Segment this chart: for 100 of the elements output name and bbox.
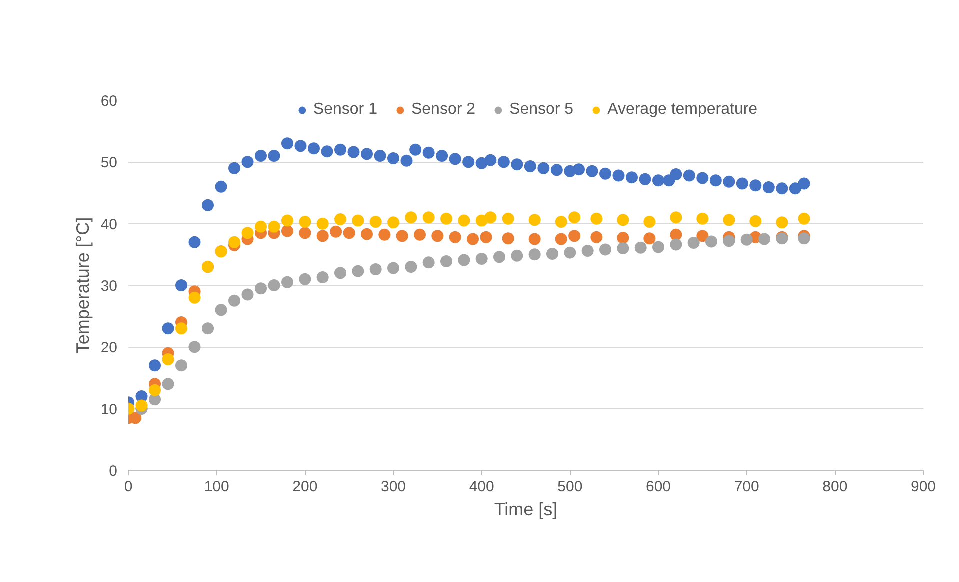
point bbox=[228, 162, 240, 174]
point bbox=[268, 220, 280, 233]
point bbox=[573, 164, 585, 176]
point bbox=[202, 199, 214, 212]
point bbox=[202, 322, 214, 335]
point bbox=[370, 263, 382, 276]
point bbox=[550, 164, 563, 176]
point bbox=[617, 214, 630, 226]
point bbox=[255, 282, 267, 295]
point bbox=[370, 216, 382, 228]
point bbox=[348, 146, 360, 158]
point bbox=[626, 172, 638, 184]
point bbox=[511, 158, 524, 171]
x-tick-label: 500 bbox=[558, 478, 583, 496]
point bbox=[316, 271, 329, 284]
point bbox=[458, 254, 470, 266]
x-tick-label: 800 bbox=[822, 478, 848, 496]
point bbox=[282, 225, 294, 238]
point bbox=[422, 256, 435, 269]
point bbox=[422, 146, 435, 159]
point bbox=[670, 238, 682, 251]
point bbox=[652, 241, 664, 254]
point bbox=[188, 236, 201, 248]
point bbox=[352, 265, 364, 278]
point bbox=[255, 220, 267, 233]
point bbox=[776, 216, 788, 229]
point bbox=[736, 178, 748, 190]
point bbox=[798, 212, 810, 225]
x-tick-label: 400 bbox=[469, 478, 494, 496]
point bbox=[696, 230, 709, 242]
point bbox=[396, 230, 408, 242]
point bbox=[494, 251, 506, 264]
point bbox=[449, 153, 462, 166]
point bbox=[484, 154, 497, 166]
point bbox=[188, 292, 201, 304]
point bbox=[388, 216, 400, 229]
point bbox=[617, 242, 630, 254]
point bbox=[414, 228, 426, 241]
point bbox=[502, 232, 514, 245]
point bbox=[750, 215, 762, 228]
point bbox=[670, 168, 682, 180]
point bbox=[242, 288, 254, 301]
point bbox=[405, 212, 418, 224]
point bbox=[268, 150, 280, 162]
point bbox=[723, 235, 736, 248]
point bbox=[343, 227, 356, 240]
point bbox=[524, 160, 536, 172]
point bbox=[586, 165, 598, 178]
point bbox=[321, 146, 334, 158]
point bbox=[440, 212, 452, 225]
point bbox=[242, 156, 254, 168]
point bbox=[546, 248, 558, 260]
point bbox=[538, 162, 550, 174]
point bbox=[710, 174, 722, 187]
point bbox=[299, 273, 312, 286]
point bbox=[458, 214, 470, 227]
point bbox=[462, 156, 475, 168]
x-axis-title: Time [s] bbox=[494, 500, 558, 520]
y-tick-label: 30 bbox=[100, 278, 118, 295]
point bbox=[405, 261, 418, 273]
point bbox=[480, 231, 492, 244]
point bbox=[432, 230, 444, 242]
point bbox=[388, 262, 400, 274]
point bbox=[316, 218, 329, 230]
point bbox=[188, 341, 201, 354]
point bbox=[798, 178, 810, 190]
point bbox=[789, 182, 802, 195]
point bbox=[568, 230, 581, 242]
point bbox=[149, 384, 161, 396]
y-tick-label: 0 bbox=[109, 463, 118, 480]
point bbox=[639, 173, 652, 186]
x-tick-label: 600 bbox=[646, 478, 672, 496]
point bbox=[282, 276, 294, 288]
point bbox=[612, 170, 625, 182]
point bbox=[670, 228, 682, 241]
point bbox=[528, 233, 541, 246]
point bbox=[582, 244, 594, 257]
point bbox=[410, 144, 422, 156]
legend-label: Sensor 2 bbox=[411, 101, 476, 119]
point bbox=[564, 246, 576, 259]
point bbox=[378, 228, 391, 241]
point bbox=[449, 231, 462, 244]
point bbox=[498, 156, 510, 168]
point bbox=[723, 214, 736, 226]
point bbox=[282, 138, 294, 150]
point bbox=[776, 182, 788, 195]
point bbox=[436, 150, 448, 162]
y-tick-label: 40 bbox=[100, 216, 118, 234]
point bbox=[644, 232, 656, 245]
point bbox=[282, 214, 294, 227]
point bbox=[299, 216, 312, 228]
point bbox=[374, 150, 386, 162]
point bbox=[149, 360, 161, 372]
point bbox=[528, 214, 541, 226]
x-tick-label: 100 bbox=[204, 478, 230, 496]
legend-label: Sensor 1 bbox=[313, 101, 378, 119]
point bbox=[361, 228, 373, 240]
point bbox=[308, 142, 320, 155]
x-tick-label: 700 bbox=[734, 478, 760, 496]
point bbox=[330, 226, 342, 238]
